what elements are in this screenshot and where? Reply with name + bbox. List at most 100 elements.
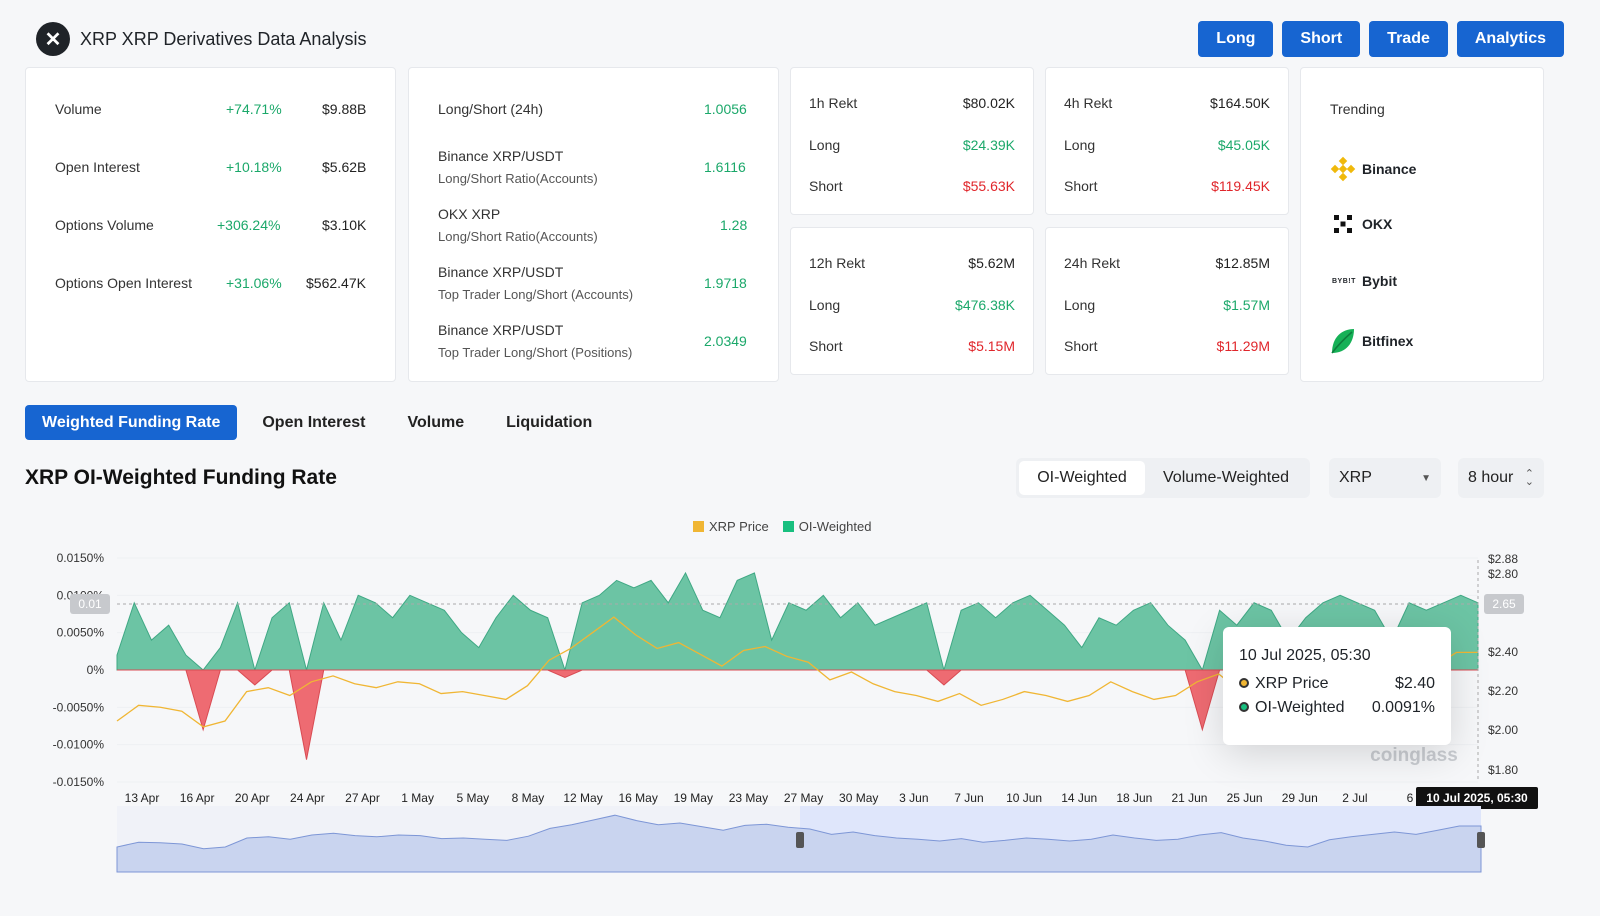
- x-tick-label: 3 Jun: [899, 791, 928, 805]
- rekt-total: $12.85M: [1215, 255, 1270, 271]
- ratio-value: 2.0349: [704, 333, 747, 349]
- x-tick-label: 6: [1407, 791, 1414, 805]
- y-right-tick-label: $2.20: [1488, 684, 1518, 698]
- long-short-ratio-card: Long/Short (24h) 1.0056 Binance XRP/USDT…: [408, 67, 779, 382]
- long-button[interactable]: Long: [1198, 21, 1274, 57]
- trending-item-bybit[interactable]: BYB!T Bybit: [1332, 273, 1397, 289]
- y-left-tick-label: -0.0050%: [53, 700, 105, 714]
- ratio-label: Long/Short (24h): [438, 101, 544, 117]
- rekt-24h-card: 24h Rekt $12.85M Long $1.57M Short $11.2…: [1045, 227, 1289, 375]
- interval-select[interactable]: 8 hour ⌃ ⌄: [1458, 458, 1544, 498]
- legend-label: XRP Price: [709, 519, 769, 534]
- top-actions: Long Short Trade Analytics: [1198, 21, 1564, 57]
- legend-item-oi[interactable]: OI-Weighted: [782, 519, 872, 534]
- bybit-icon: BYB!T: [1332, 277, 1356, 285]
- x-tick-label: 21 Jun: [1171, 791, 1207, 805]
- rekt-long-label: Long: [1064, 297, 1096, 313]
- ratio-value: 1.9718: [704, 275, 747, 291]
- oi-weighted-option[interactable]: OI-Weighted: [1019, 461, 1145, 495]
- bitfinex-leaf-icon: [1331, 329, 1354, 354]
- x-tick-label: 16 Apr: [180, 791, 215, 805]
- y-left-tick-label: 0.0050%: [57, 626, 105, 640]
- sort-arrows-icon: ⌃ ⌄: [1524, 468, 1534, 488]
- ratio-value: 1.28: [720, 217, 748, 233]
- rekt-4h-card: 4h Rekt $164.50K Long $45.05K Short $119…: [1045, 67, 1289, 215]
- x-tick-label: 13 Apr: [125, 791, 160, 805]
- x-tick-label: 12 May: [563, 791, 602, 805]
- chart-tabs: Weighted Funding Rate Open Interest Volu…: [25, 405, 609, 440]
- market-stats-card: Volume +74.71% $9.88B Open Interest +10.…: [25, 67, 396, 382]
- volume-weighted-option[interactable]: Volume-Weighted: [1163, 469, 1289, 486]
- navigator-selection: [800, 806, 1481, 872]
- ratio-label: Binance XRP/USDT: [438, 322, 564, 338]
- rekt-long-label: Long: [1064, 137, 1096, 153]
- x-tick-label: 1 May: [401, 791, 434, 805]
- crosshair-left-label-box: [70, 594, 110, 614]
- coin-select-value: XRP: [1339, 469, 1372, 486]
- weighting-toggle: OI-Weighted Volume-Weighted: [1016, 458, 1310, 498]
- stat-value: $5.62B: [322, 159, 367, 175]
- navigator-series: [116, 814, 1482, 873]
- tab-weighted-funding-rate[interactable]: Weighted Funding Rate: [25, 405, 238, 440]
- ratio-label: Binance XRP/USDT: [438, 148, 564, 164]
- x-tick-label: 23 May: [729, 791, 768, 805]
- rekt-long-label: Long: [809, 297, 841, 313]
- price-dot-icon: [1239, 678, 1249, 688]
- x-tick-label: 14 Jun: [1061, 791, 1097, 805]
- legend-label: OI-Weighted: [798, 519, 872, 534]
- rekt-total: $5.62M: [968, 255, 1015, 271]
- x-tick-label: 20 Apr: [235, 791, 270, 805]
- stat-change: +31.06%: [226, 275, 282, 291]
- analytics-button[interactable]: Analytics: [1456, 21, 1564, 57]
- rekt-short-label: Short: [1064, 338, 1098, 354]
- ratio-sublabel: Top Trader Long/Short (Positions): [438, 345, 633, 360]
- trending-item-okx[interactable]: OKX: [1334, 215, 1392, 233]
- x-tick-label: 16 May: [618, 791, 657, 805]
- tab-open-interest[interactable]: Open Interest: [262, 413, 366, 431]
- x-tick-label: 24 Apr: [290, 791, 325, 805]
- rekt-12h-card: 12h Rekt $5.62M Long $476.38K Short $5.1…: [790, 227, 1034, 375]
- trending-item-binance[interactable]: Binance: [1330, 156, 1416, 182]
- y-left-tick-label: -0.0100%: [53, 738, 105, 752]
- rekt-long-label: Long: [809, 137, 841, 153]
- stat-value: $9.88B: [322, 101, 367, 117]
- crosshair-left-value: 0.01: [78, 597, 102, 611]
- trending-label: Bybit: [1362, 273, 1397, 289]
- stat-value: $562.47K: [306, 275, 366, 291]
- x-tick-label: 7 Jun: [954, 791, 983, 805]
- ratio-value: 1.6116: [704, 159, 746, 175]
- chart-tooltip: 10 Jul 2025, 05:30 XRP Price $2.40 OI-We…: [1223, 627, 1451, 745]
- trending-item-bitfinex[interactable]: Bitfinex: [1330, 327, 1413, 355]
- rekt-title: 12h Rekt: [809, 255, 866, 271]
- ratio-label: OKX XRP: [438, 206, 501, 222]
- trending-title: Trending: [1330, 101, 1385, 117]
- rekt-short-value: $11.29M: [1216, 338, 1270, 354]
- x-tick-label: 19 May: [674, 791, 713, 805]
- x-tick-label: 8 May: [512, 791, 545, 805]
- rekt-title: 24h Rekt: [1064, 255, 1121, 271]
- short-button[interactable]: Short: [1282, 21, 1361, 57]
- stat-label: Open Interest: [55, 159, 140, 175]
- stat-label: Options Volume: [55, 217, 154, 233]
- ratio-sublabel: Long/Short Ratio(Accounts): [438, 229, 598, 244]
- watermark: coinglass: [1370, 745, 1458, 766]
- page-title: XRP XRP Derivatives Data Analysis: [80, 28, 367, 49]
- navigator-handle-left: [796, 832, 804, 848]
- tab-liquidation[interactable]: Liquidation: [506, 413, 593, 431]
- trending-label: Bitfinex: [1362, 333, 1414, 349]
- interval-select-value: 8 hour: [1468, 469, 1514, 486]
- y-right-tick-label: $2.80: [1488, 567, 1518, 581]
- ratio-sublabel: Top Trader Long/Short (Accounts): [438, 287, 634, 302]
- ratio-value: 1.0056: [704, 101, 747, 117]
- stat-label: Volume: [55, 101, 102, 117]
- rekt-1h-card: 1h Rekt $80.02K Long $24.39K Short $55.6…: [790, 67, 1034, 215]
- trade-button[interactable]: Trade: [1369, 21, 1448, 57]
- crosshair-x-label-box: [1416, 787, 1538, 809]
- coin-select[interactable]: XRP ▼: [1329, 458, 1441, 498]
- tab-volume[interactable]: Volume: [407, 413, 465, 431]
- legend-item-price[interactable]: XRP Price: [693, 519, 769, 534]
- stat-change: +74.71%: [226, 101, 282, 117]
- xrp-logo-icon: ✕: [36, 22, 70, 56]
- x-tick-label: 29 Jun: [1282, 791, 1318, 805]
- rekt-total: $164.50K: [1210, 95, 1270, 111]
